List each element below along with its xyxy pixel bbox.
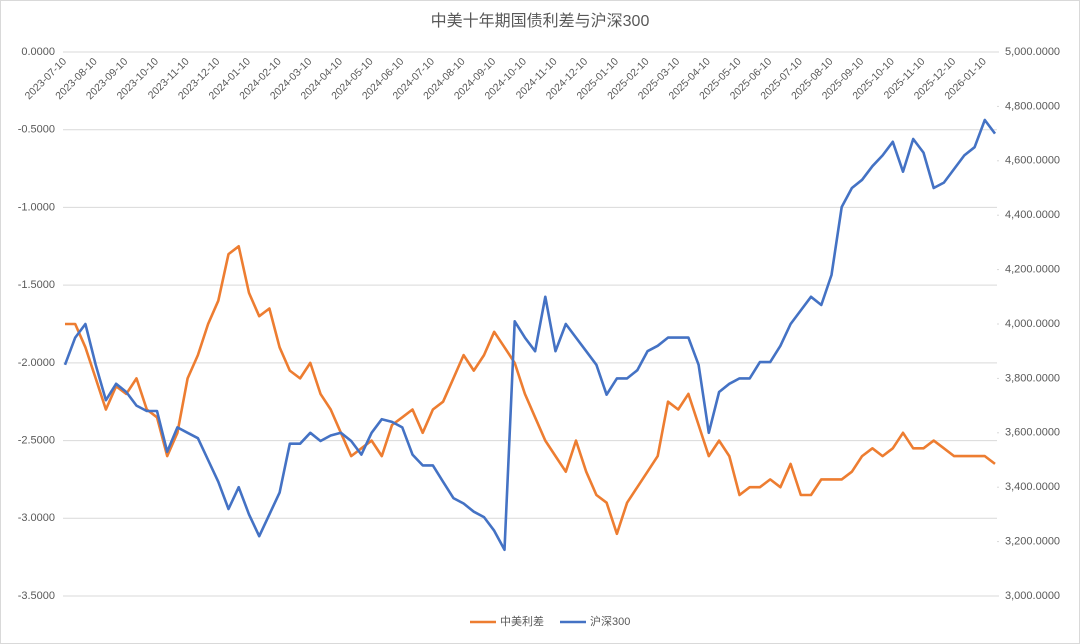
chart-title: 中美十年期国债利差与沪深300 — [431, 12, 650, 30]
legend-label: 沪深300 — [590, 614, 630, 628]
series-line — [63, 118, 997, 552]
y2-tick-label: 4,000.0000 — [1005, 318, 1060, 330]
y2-tick-label: 3,800.0000 — [1005, 372, 1060, 384]
series-line — [65, 245, 996, 536]
y2-tick-label: 4,200.0000 — [1005, 264, 1060, 276]
y2-tick-label: 4,600.0000 — [1005, 155, 1060, 167]
legend-label: 中美利差 — [500, 614, 544, 628]
y2-tick-label: 5,000.0000 — [1005, 46, 1060, 58]
y-tick-label: -2.5000 — [18, 434, 55, 446]
y-tick-label: -3.5000 — [18, 590, 55, 602]
y-tick-label: -1.0000 — [18, 201, 55, 213]
y-tick-label: -1.5000 — [18, 279, 55, 291]
y2-tick-label: 3,000.0000 — [1005, 590, 1060, 602]
y2-tick-label: 4,400.0000 — [1005, 209, 1060, 221]
y2-tick-label: 3,600.0000 — [1005, 427, 1060, 439]
y2-tick-label: 3,200.0000 — [1005, 536, 1060, 548]
y-tick-label: -2.0000 — [18, 357, 55, 369]
y-tick-label: -0.5000 — [18, 124, 55, 136]
y-tick-label: -3.0000 — [18, 512, 55, 524]
y2-tick-label: 3,400.0000 — [1005, 481, 1060, 493]
y-tick-label: 0.0000 — [21, 46, 55, 58]
y2-tick-label: 4,800.0000 — [1005, 100, 1060, 112]
